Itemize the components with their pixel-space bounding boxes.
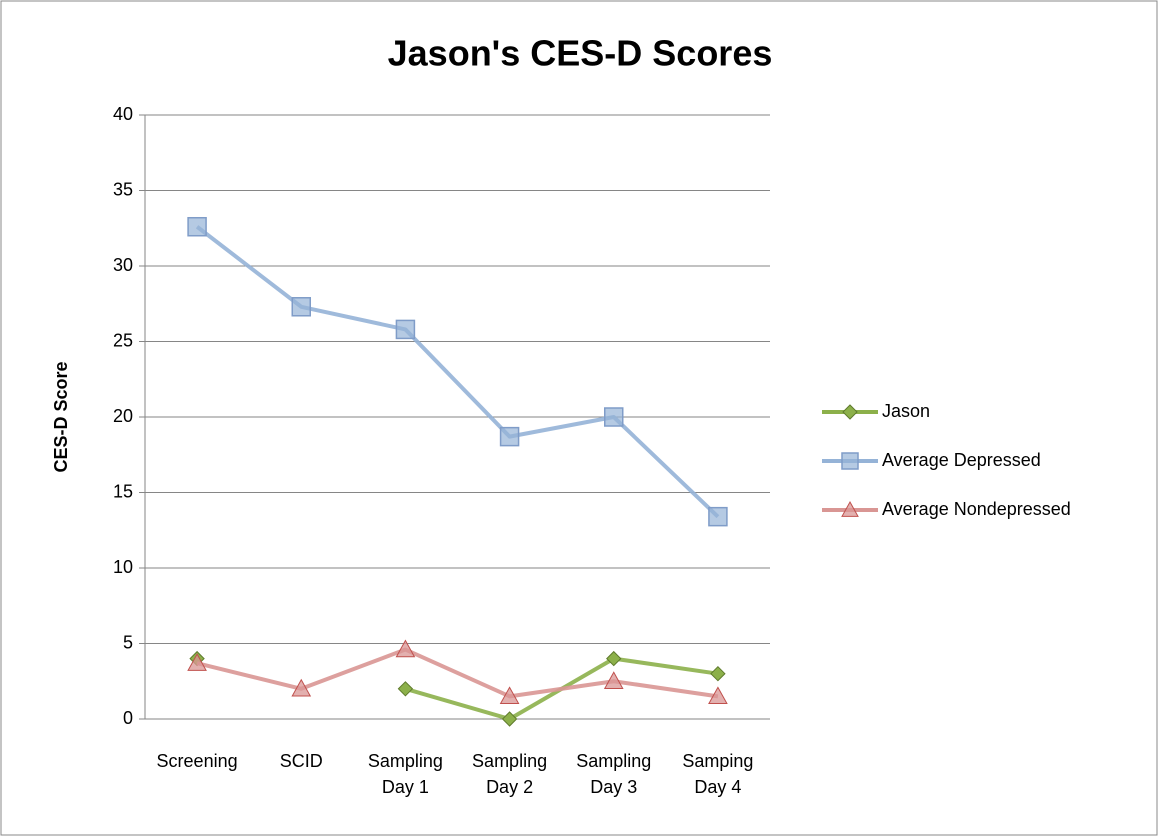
marker bbox=[187, 653, 207, 671]
y-tick-label: 10 bbox=[113, 557, 133, 577]
marker bbox=[499, 426, 520, 447]
marker bbox=[397, 681, 414, 697]
marker bbox=[499, 686, 520, 705]
marker bbox=[603, 671, 624, 689]
marker bbox=[841, 452, 859, 470]
marker bbox=[291, 297, 311, 317]
y-tick-label: 25 bbox=[113, 330, 133, 350]
y-tick-label: 0 bbox=[123, 708, 133, 728]
legend-label: Average Depressed bbox=[882, 450, 1041, 470]
x-tick-label: Sampling Day 2 bbox=[472, 751, 548, 797]
marker bbox=[708, 506, 728, 527]
y-axis-title: CES-D Score bbox=[51, 361, 71, 472]
chart-title: Jason's CES-D Scores bbox=[388, 33, 773, 74]
y-tick-label: 35 bbox=[113, 179, 133, 199]
marker bbox=[708, 686, 728, 705]
legend-label: Jason bbox=[882, 401, 930, 421]
series-line bbox=[196, 647, 719, 699]
x-tick-label: SCID bbox=[279, 751, 323, 771]
series-line bbox=[195, 225, 720, 519]
x-tick-label: Samping Day 4 bbox=[682, 751, 754, 797]
marker bbox=[395, 319, 416, 340]
legend-label: Average Nondepressed bbox=[882, 499, 1071, 519]
marker bbox=[395, 639, 416, 658]
y-tick-label: 40 bbox=[113, 104, 133, 124]
marker bbox=[187, 216, 207, 237]
marker bbox=[501, 711, 518, 727]
marker bbox=[291, 678, 312, 697]
x-tick-label: Sampling Day 1 bbox=[367, 751, 443, 797]
marker bbox=[842, 404, 858, 420]
x-tick-label: Screening bbox=[156, 751, 238, 771]
y-tick-label: 15 bbox=[113, 481, 133, 501]
marker bbox=[606, 650, 622, 667]
y-tick-label: 30 bbox=[113, 255, 133, 275]
marker bbox=[604, 407, 624, 427]
y-tick-label: 20 bbox=[113, 406, 133, 426]
y-tick-label: 5 bbox=[123, 632, 133, 652]
marker bbox=[841, 500, 859, 517]
marker bbox=[710, 665, 726, 682]
x-tick-label: Sampling Day 3 bbox=[576, 751, 652, 797]
